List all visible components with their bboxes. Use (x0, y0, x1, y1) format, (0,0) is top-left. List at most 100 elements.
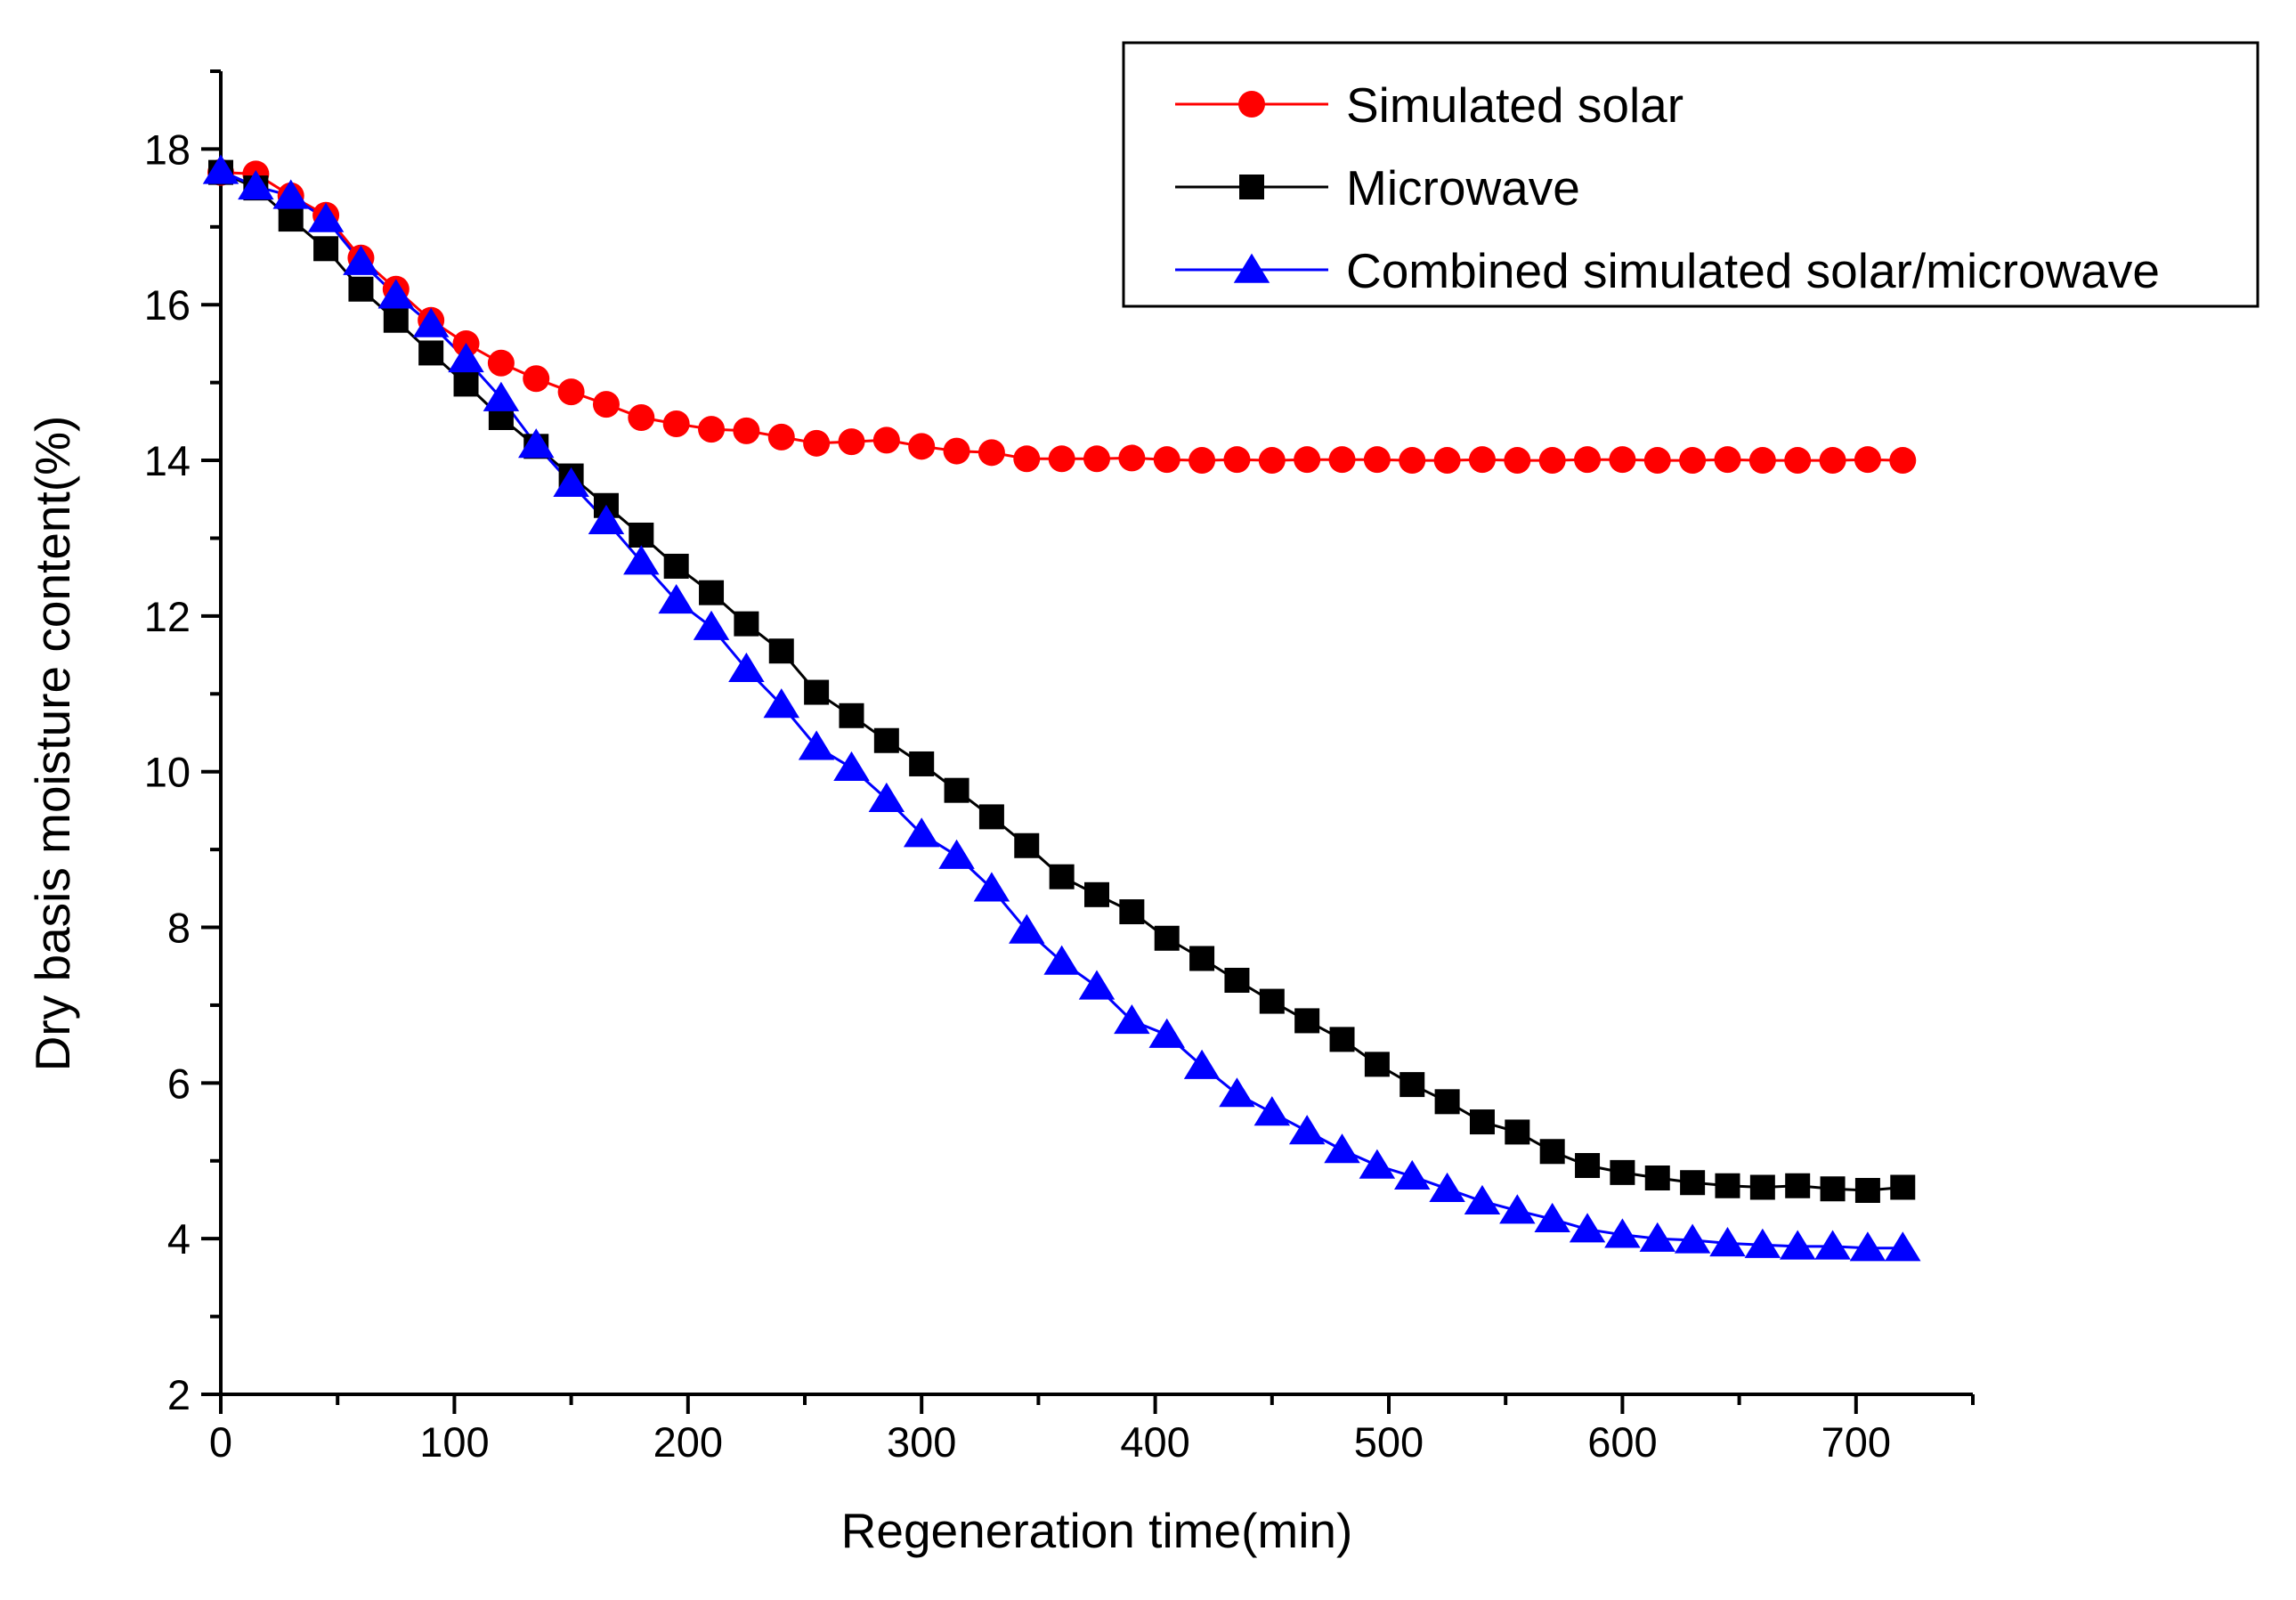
data-point-triangle (973, 872, 1010, 902)
data-point-triangle (202, 154, 239, 184)
data-point-square (1715, 1173, 1740, 1198)
data-point-square (1469, 1109, 1495, 1135)
data-point-square (1434, 1089, 1460, 1115)
data-point-triangle (1394, 1159, 1431, 1190)
data-point-triangle (588, 504, 625, 534)
data-point-circle (1118, 444, 1146, 472)
data-point-triangle (518, 428, 555, 459)
data-point-triangle (798, 730, 835, 760)
data-point-triangle (728, 652, 765, 683)
data-point-square (1505, 1119, 1530, 1145)
data-point-circle (1328, 446, 1356, 474)
data-point-square (1084, 881, 1109, 907)
x-tick-label: 700 (1821, 1418, 1891, 1466)
data-point-square (348, 276, 374, 302)
data-point-triangle (1009, 914, 1045, 944)
data-point-square (1119, 899, 1145, 925)
data-point-circle (767, 423, 795, 451)
legend-marker-square (1239, 175, 1264, 199)
data-point-square (1259, 988, 1285, 1014)
data-point-circle (1609, 446, 1636, 474)
x-tick-label: 600 (1587, 1418, 1657, 1466)
data-point-square (1854, 1177, 1880, 1203)
x-axis-title: Regeneration time(min) (841, 1503, 1353, 1558)
data-point-circle (803, 429, 831, 457)
data-point-square (839, 703, 864, 728)
data-point-circle (487, 349, 515, 377)
y-tick-label: 12 (144, 593, 191, 640)
data-point-circle (1083, 445, 1110, 473)
data-point-square (1189, 946, 1215, 971)
legend-box (1122, 41, 2259, 308)
x-tick-label: 300 (887, 1418, 956, 1466)
data-point-triangle (1885, 1231, 1921, 1262)
x-tick-label: 500 (1354, 1418, 1424, 1466)
data-point-triangle (1709, 1227, 1746, 1257)
data-point-circle (1854, 446, 1881, 474)
data-point-triangle (1569, 1213, 1606, 1243)
data-point-triangle (693, 610, 730, 640)
data-point-circle (1399, 447, 1426, 475)
data-point-triangle (868, 782, 905, 813)
data-point-square (873, 727, 899, 753)
data-point-square (1890, 1174, 1916, 1200)
data-point-triangle (938, 839, 975, 869)
series-points-triangle (202, 154, 1921, 1262)
x-tick-label: 200 (653, 1418, 723, 1466)
data-point-square (1785, 1173, 1811, 1198)
data-point-square (1049, 864, 1075, 889)
axes: 0 100 200 300 400 500 600 700 2 4 6 8 10 12 14 16 18 (144, 69, 1975, 1466)
data-point-circle (1889, 447, 1917, 475)
data-point-square (1539, 1139, 1565, 1165)
data-point-triangle (1744, 1228, 1781, 1258)
data-point-circle (1189, 447, 1216, 475)
data-point-circle (1223, 446, 1251, 474)
data-point-square (978, 804, 1004, 830)
y-tick-label: 14 (144, 437, 191, 484)
data-point-triangle (1814, 1230, 1851, 1260)
data-point-circle (1468, 446, 1496, 474)
data-point-square (1610, 1159, 1635, 1185)
data-point-square (1294, 1008, 1320, 1034)
data-point-circle (872, 426, 900, 454)
data-point-circle (943, 437, 970, 465)
legend-marker-circle (1238, 91, 1265, 118)
data-point-square (383, 307, 409, 333)
data-point-square (418, 340, 444, 366)
x-tick-label: 0 (209, 1418, 232, 1466)
data-point-triangle (1114, 1004, 1150, 1035)
data-point-circle (698, 416, 726, 443)
data-point-circle (592, 391, 620, 418)
data-point-square (909, 751, 935, 776)
data-point-triangle (1253, 1096, 1291, 1126)
data-point-triangle (272, 179, 309, 209)
data-point-square (1820, 1176, 1846, 1202)
x-tick-label: 100 (419, 1418, 489, 1466)
data-point-square (1224, 967, 1250, 993)
data-point-triangle (833, 751, 870, 782)
data-point-circle (662, 410, 690, 437)
data-point-circle (1048, 445, 1075, 473)
data-point-circle (1784, 447, 1812, 475)
data-point-triangle (623, 545, 660, 575)
data-point-triangle (1429, 1172, 1465, 1202)
data-point-circle (1153, 446, 1180, 474)
data-point-circle (1574, 446, 1602, 474)
data-point-square (699, 580, 725, 605)
y-tick-label: 16 (144, 281, 191, 329)
data-point-square (278, 207, 304, 232)
data-point-square (1364, 1052, 1390, 1077)
data-point-square (663, 553, 689, 579)
data-point-circle (1679, 447, 1707, 475)
data-point-square (1644, 1165, 1670, 1190)
data-point-triangle (553, 467, 589, 498)
data-point-triangle (903, 817, 940, 848)
data-point-circle (1643, 447, 1671, 475)
y-tick-label: 2 (167, 1371, 191, 1418)
data-point-triangle (658, 584, 694, 614)
data-point-triangle (238, 169, 274, 200)
data-point-circle (1363, 446, 1391, 474)
data-point-triangle (1043, 945, 1080, 975)
data-point-square (1400, 1072, 1425, 1098)
